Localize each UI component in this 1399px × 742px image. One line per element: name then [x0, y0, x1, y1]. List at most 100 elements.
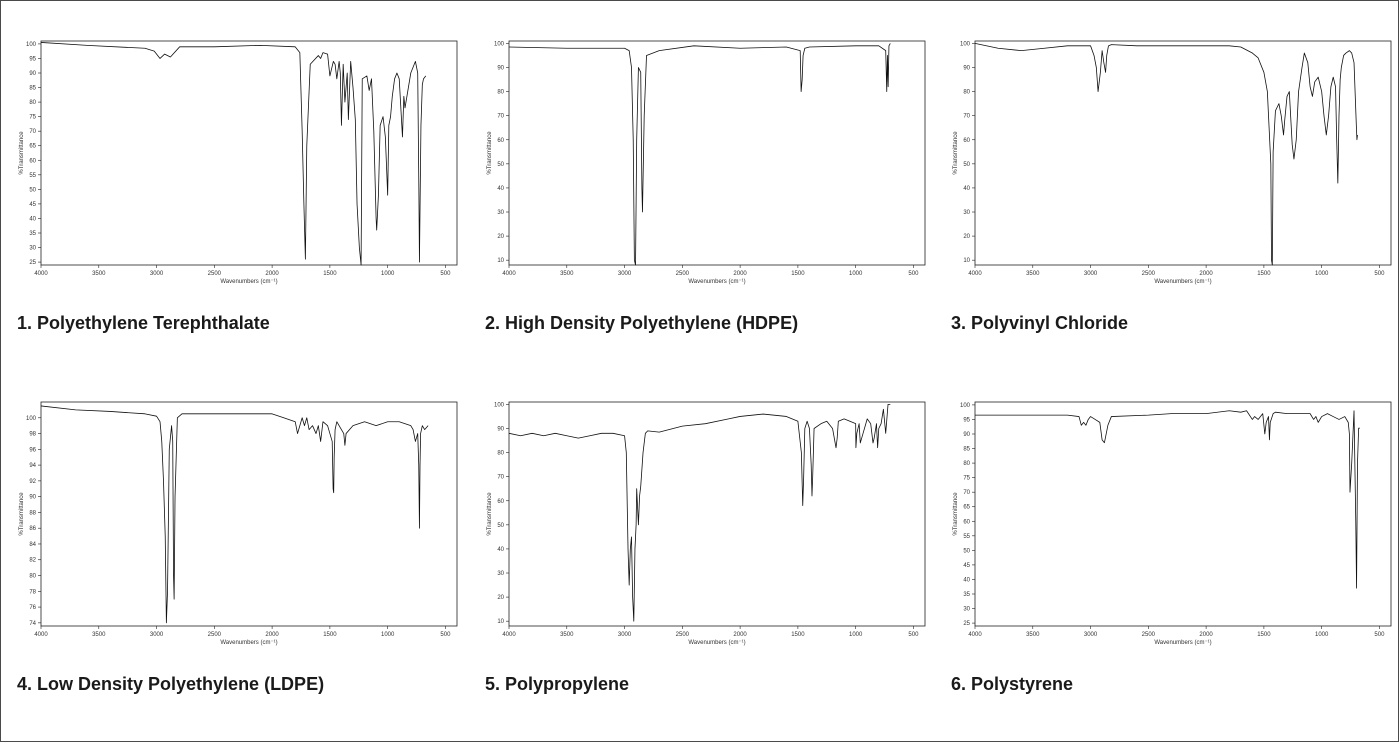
y-tick-label: 70: [963, 490, 970, 496]
y-tick-label: 50: [497, 523, 504, 529]
x-tick-label: 3500: [92, 632, 106, 638]
y-tick-label: 40: [497, 547, 504, 553]
spectrum-caption-4: 4. Low Density Polyethylene (LDPE): [17, 674, 325, 694]
y-tick-label: 100: [960, 403, 971, 409]
y-tick-label: 90: [29, 495, 36, 501]
y-tick-label: 30: [963, 607, 970, 613]
y-tick-label: 90: [963, 65, 970, 71]
x-tick-label: 2500: [1142, 632, 1156, 638]
plot-frame: [40, 40, 458, 266]
x-axis-label: Wavenumbers (cm⁻¹): [1154, 640, 1211, 646]
x-tick-label: 1500: [791, 271, 805, 277]
x-tick-label: 2000: [733, 632, 747, 638]
y-tick-label: 40: [29, 216, 36, 222]
y-tick-label: 10: [497, 258, 504, 264]
y-tick-label: 98: [29, 432, 36, 438]
x-tick-label: 1000: [849, 632, 863, 638]
y-tick-label: 100: [26, 416, 37, 422]
y-tick-label: 100: [26, 42, 37, 48]
y-tick-label: 70: [963, 114, 970, 120]
y-tick-label: 50: [497, 162, 504, 168]
x-tick-label: 1500: [791, 632, 805, 638]
x-tick-label: 2500: [208, 632, 222, 638]
spectrum-caption-1: 1. Polyethylene Terephthalate: [17, 313, 270, 333]
y-tick-label: 84: [29, 542, 36, 548]
y-tick-label: 55: [963, 534, 970, 540]
y-axis-label: %Transmittance: [953, 492, 959, 536]
spectrum-panel-4: 4000 3500 3000 2500 2000 1500 1000 500 74 76 78 80 8…: [15, 398, 475, 738]
y-tick-label: 80: [963, 90, 970, 96]
y-tick-label: 50: [963, 548, 970, 554]
spectrum-chart-1: 4000 3500 3000 2500 2000 1500 1000 500 25 30 35 40 4…: [19, 40, 458, 285]
x-tick-label: 3500: [92, 271, 106, 277]
x-tick-label: 2000: [265, 632, 279, 638]
y-tick-label: 45: [29, 202, 36, 208]
x-tick-label: 4000: [502, 632, 516, 638]
spectrum-caption-5: 5. Polypropylene: [485, 674, 630, 694]
spectrum-chart-2: 4000 3500 3000 2500 2000 1500 1000 500 10 20 30 40 5…: [487, 40, 926, 285]
plot-frame: [508, 40, 926, 266]
x-tick-label: 1500: [1257, 632, 1271, 638]
spectrum-panel-2: 4000 3500 3000 2500 2000 1500 1000 500 10 20 30 40 5…: [483, 37, 943, 377]
x-tick-label: 3500: [1026, 632, 1040, 638]
x-tick-label: 2000: [733, 271, 747, 277]
y-tick-label: 80: [963, 461, 970, 467]
y-tick-label: 96: [29, 447, 36, 453]
y-tick-label: 85: [963, 447, 970, 453]
x-tick-label: 3500: [1026, 271, 1040, 277]
x-tick-label: 1000: [381, 271, 395, 277]
x-tick-label: 4000: [34, 632, 48, 638]
y-tick-label: 60: [29, 158, 36, 164]
x-tick-label: 3000: [618, 632, 632, 638]
spectrum-chart-3: 4000 3500 3000 2500 2000 1500 1000 500 10 20 30 40 5…: [953, 40, 1392, 285]
y-tick-label: 74: [29, 621, 36, 627]
y-tick-label: 70: [497, 475, 504, 481]
x-tick-label: 2500: [676, 271, 690, 277]
y-tick-label: 65: [29, 144, 36, 150]
x-tick-label: 3000: [1084, 632, 1098, 638]
spectrum-chart-4: 4000 3500 3000 2500 2000 1500 1000 500 74 76 78 80 8…: [19, 401, 458, 646]
y-tick-label: 50: [29, 187, 36, 193]
y-axis-label: %Transmittance: [953, 131, 959, 175]
spectrum-trace: [40, 42, 427, 266]
y-tick-label: 25: [963, 621, 970, 627]
plot-frame: [508, 401, 926, 627]
y-axis-label: %Transmittance: [487, 131, 493, 175]
y-tick-label: 35: [29, 231, 36, 237]
x-tick-label: 1000: [1315, 271, 1329, 277]
y-axis-label: %Transmittance: [19, 131, 25, 175]
y-tick-label: 20: [497, 234, 504, 240]
y-tick-label: 40: [963, 186, 970, 192]
x-tick-label: 3500: [560, 632, 574, 638]
y-tick-label: 76: [29, 605, 36, 611]
x-tick-label: 1500: [1257, 271, 1271, 277]
x-tick-label: 2500: [1142, 271, 1156, 277]
y-tick-label: 30: [963, 210, 970, 216]
spectrum-trace: [975, 410, 1360, 589]
x-tick-label: 500: [1374, 271, 1385, 277]
x-tick-label: 4000: [968, 632, 982, 638]
y-tick-label: 50: [963, 162, 970, 168]
y-tick-label: 70: [29, 129, 36, 135]
spectrum-caption-3: 3. Polyvinyl Chloride: [951, 313, 1129, 333]
spectrum-panel-1: 4000 3500 3000 2500 2000 1500 1000 500 25 30 35 40 4…: [15, 37, 475, 377]
x-tick-label: 500: [440, 632, 451, 638]
y-tick-label: 25: [29, 260, 36, 266]
y-tick-label: 40: [963, 577, 970, 583]
x-tick-label: 500: [1374, 632, 1385, 638]
spectrum-chart-6: 4000 3500 3000 2500 2000 1500 1000 500 25 30 35 40 4…: [953, 401, 1392, 646]
y-tick-label: 65: [963, 505, 970, 511]
y-tick-label: 94: [29, 463, 36, 469]
y-tick-label: 80: [497, 90, 504, 96]
y-tick-label: 90: [29, 71, 36, 77]
x-tick-label: 3000: [150, 632, 164, 638]
spectrum-trace: [508, 404, 891, 622]
y-tick-label: 80: [29, 574, 36, 580]
x-tick-label: 500: [908, 271, 919, 277]
x-tick-label: 3000: [618, 271, 632, 277]
y-tick-label: 60: [963, 138, 970, 144]
y-tick-label: 30: [29, 246, 36, 252]
spectrum-panel-6: 4000 3500 3000 2500 2000 1500 1000 500 25 30 35 40 4…: [949, 398, 1399, 738]
y-tick-label: 75: [963, 476, 970, 482]
y-tick-label: 30: [497, 210, 504, 216]
